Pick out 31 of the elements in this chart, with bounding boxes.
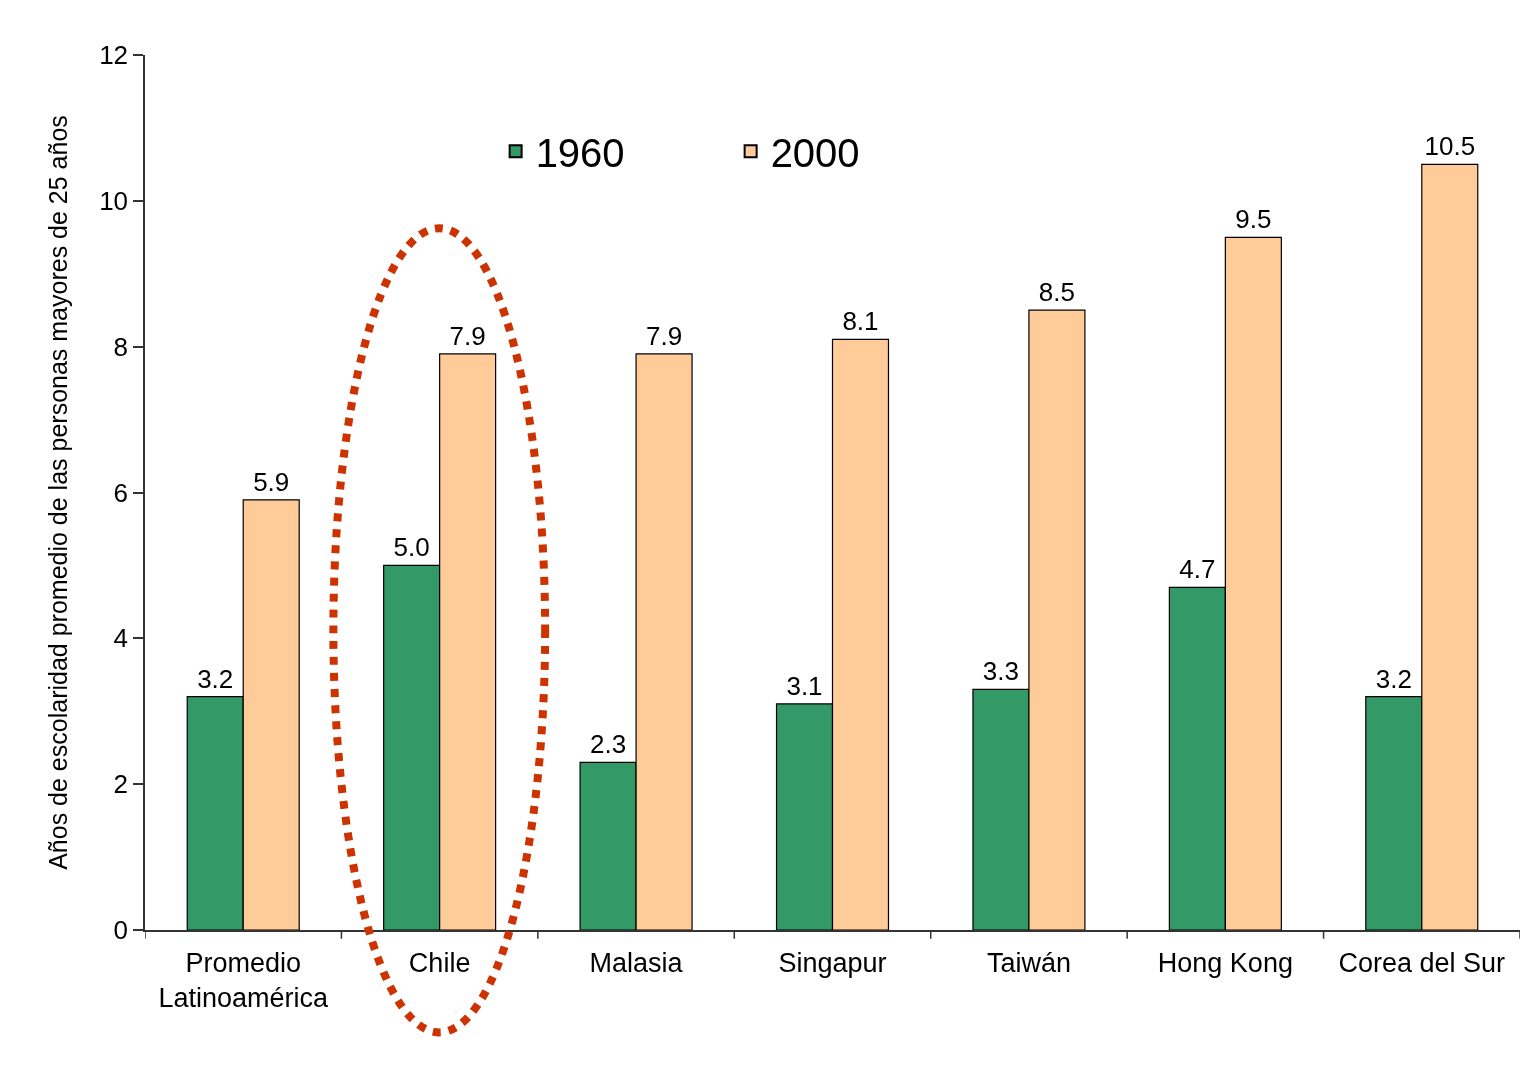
legend-label: 2000 bbox=[770, 130, 860, 175]
x-tick-label: Singapur bbox=[778, 948, 887, 979]
data-label: 4.7 bbox=[1179, 554, 1216, 585]
x-tick-label: Chile bbox=[408, 948, 471, 979]
x-tick-label: Hong Kong bbox=[1157, 948, 1293, 979]
data-label: 3.2 bbox=[197, 663, 234, 694]
data-label: 8.1 bbox=[842, 306, 879, 337]
x-tick-label: Taiwán bbox=[986, 948, 1071, 979]
y-tick-label: 2 bbox=[113, 769, 129, 800]
data-label: 2.3 bbox=[590, 729, 627, 760]
x-tick-label: Malasia bbox=[589, 948, 684, 979]
data-label: 3.1 bbox=[786, 670, 823, 701]
y-tick-label: 0 bbox=[113, 915, 129, 946]
y-axis-title: Años de escolaridad promedio de las personas mayores de 25 años bbox=[44, 115, 73, 870]
data-label: 3.2 bbox=[1375, 663, 1412, 694]
y-tick-label: 10 bbox=[99, 185, 129, 216]
y-tick-label: 8 bbox=[113, 331, 129, 362]
data-label: 8.5 bbox=[1038, 277, 1075, 308]
data-label: 10.5 bbox=[1424, 131, 1476, 162]
data-label: 7.9 bbox=[645, 320, 683, 351]
x-tick-label: Corea del Sur bbox=[1338, 948, 1506, 979]
y-tick-label: 12 bbox=[99, 40, 129, 71]
data-label: 9.5 bbox=[1235, 204, 1272, 235]
data-label: 5.0 bbox=[393, 532, 430, 563]
data-label: 5.9 bbox=[253, 466, 290, 497]
legend-label: 1960 bbox=[535, 130, 625, 175]
y-tick-label: 6 bbox=[113, 477, 129, 508]
y-tick-label: 4 bbox=[113, 623, 129, 654]
x-tick-label: Promedio Latinoamérica bbox=[158, 948, 329, 1014]
data-label: 3.3 bbox=[982, 656, 1020, 687]
data-label: 7.9 bbox=[449, 320, 486, 351]
